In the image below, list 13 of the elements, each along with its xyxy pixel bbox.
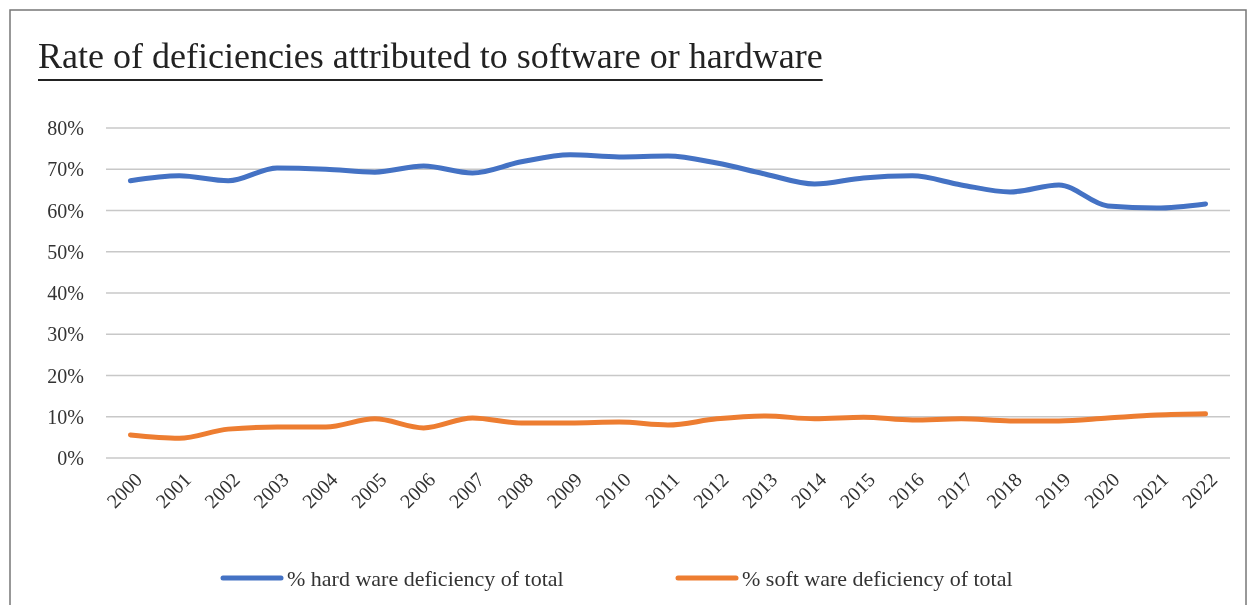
y-tick-label: 20%	[47, 364, 84, 387]
y-tick-label: 0%	[57, 447, 84, 469]
y-tick-label: 40%	[47, 282, 84, 304]
y-tick-label: 70%	[47, 158, 84, 181]
y-tick-label: 10%	[47, 405, 84, 428]
legend-label: % soft ware deficiency of total	[742, 565, 1013, 591]
y-tick-label: 80%	[47, 117, 84, 139]
x-tick-label: 2011	[640, 468, 684, 512]
y-tick-label: 60%	[47, 199, 84, 222]
legend-label: % hard ware deficiency of total	[287, 565, 564, 591]
chart-title: Rate of deficiencies attributed to software or hardware	[38, 36, 823, 76]
y-tick-label: 30%	[47, 323, 84, 346]
y-tick-label: 50%	[47, 240, 84, 263]
